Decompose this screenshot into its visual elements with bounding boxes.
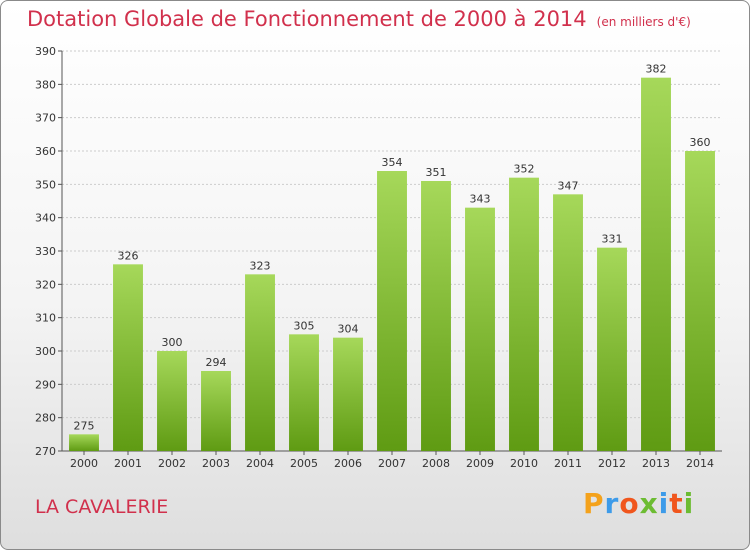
y-tick-label: 380 — [35, 78, 56, 91]
data-label: 300 — [162, 336, 183, 349]
x-tick-label: 2002 — [158, 457, 186, 470]
data-label: 323 — [250, 259, 271, 272]
data-label: 352 — [514, 163, 535, 176]
x-tick-label: 2004 — [246, 457, 274, 470]
bar-2001 — [113, 264, 143, 451]
y-tick-label: 370 — [35, 112, 56, 125]
bar-2010 — [509, 177, 539, 451]
data-label: 294 — [206, 356, 227, 369]
bar-2002 — [157, 351, 187, 451]
x-tick-label: 2008 — [422, 457, 450, 470]
x-tick-label: 2012 — [598, 457, 626, 470]
bar-2009 — [465, 207, 495, 451]
data-label: 304 — [338, 323, 359, 336]
logo-letter: i — [658, 487, 670, 520]
x-tick-label: 2006 — [334, 457, 362, 470]
data-label: 305 — [294, 319, 315, 332]
data-label: 326 — [118, 249, 139, 262]
commune-name: LA CAVALERIE — [35, 496, 169, 518]
logo-letter: i — [683, 487, 695, 520]
logo-letter: r — [604, 487, 620, 520]
bar-2005 — [289, 334, 319, 451]
data-label: 275 — [74, 419, 95, 432]
logo-letter: P — [583, 487, 605, 520]
bar-2006 — [333, 337, 363, 451]
y-tick-label: 340 — [35, 212, 56, 225]
bar-2003 — [201, 371, 231, 451]
y-tick-label: 330 — [35, 245, 56, 258]
data-label: 343 — [470, 193, 491, 206]
chart-title-text: Dotation Globale de Fonctionnement de 20… — [27, 7, 587, 31]
logo-letter: t — [669, 487, 684, 520]
data-label: 354 — [382, 156, 403, 169]
x-tick-label: 2013 — [642, 457, 670, 470]
x-tick-label: 2005 — [290, 457, 318, 470]
x-tick-label: 2001 — [114, 457, 142, 470]
y-tick-label: 300 — [35, 345, 56, 358]
logo-letter: o — [619, 487, 640, 520]
x-tick-label: 2003 — [202, 457, 230, 470]
bar-2004 — [245, 274, 275, 451]
bar-2008 — [421, 181, 451, 451]
data-label: 360 — [690, 136, 711, 149]
data-label: 382 — [646, 63, 667, 76]
chart-subtitle: (en milliers d'€) — [596, 15, 691, 29]
y-tick-label: 360 — [35, 145, 56, 158]
y-tick-label: 350 — [35, 178, 56, 191]
proxiti-logo: Proxiti — [583, 487, 694, 520]
y-tick-label: 310 — [35, 312, 56, 325]
chart-title: Dotation Globale de Fonctionnement de 20… — [27, 7, 691, 31]
bar-2013 — [641, 77, 671, 452]
x-tick-label: 2014 — [686, 457, 714, 470]
x-tick-label: 2000 — [70, 457, 98, 470]
x-tick-label: 2007 — [378, 457, 406, 470]
x-tick-label: 2010 — [510, 457, 538, 470]
y-tick-label: 390 — [35, 45, 56, 58]
y-tick-label: 290 — [35, 378, 56, 391]
bar-2014 — [685, 151, 715, 451]
y-tick-label: 270 — [35, 445, 56, 458]
data-label: 351 — [426, 166, 447, 179]
y-tick-label: 280 — [35, 412, 56, 425]
bar-2012 — [597, 247, 627, 451]
data-label: 331 — [602, 233, 623, 246]
y-tick-label: 320 — [35, 278, 56, 291]
bar-2011 — [553, 194, 583, 452]
bar-2007 — [377, 171, 407, 451]
bar-2000 — [69, 434, 99, 451]
x-tick-label: 2009 — [466, 457, 494, 470]
logo-letter: x — [639, 487, 659, 520]
x-tick-label: 2011 — [554, 457, 582, 470]
data-label: 347 — [558, 179, 579, 192]
